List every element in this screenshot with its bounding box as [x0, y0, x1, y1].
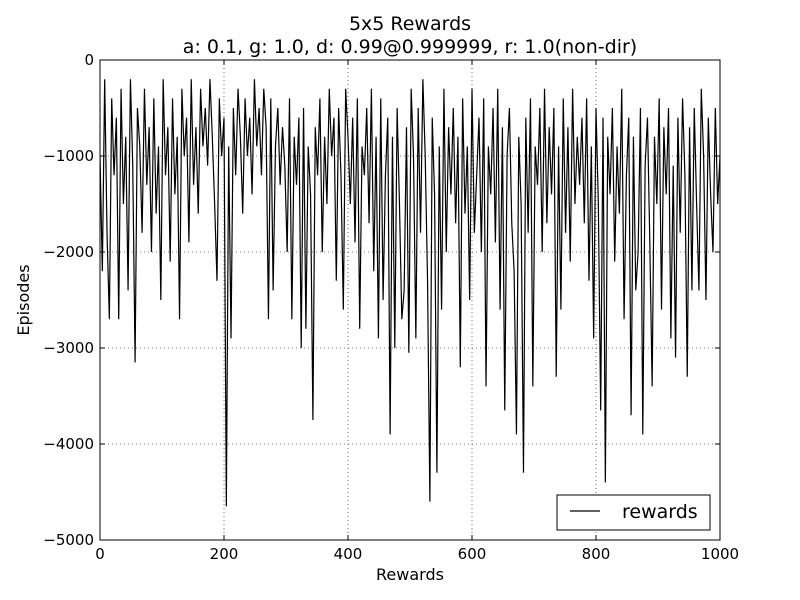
legend-box: [556, 494, 711, 531]
x-tick-label: 0: [95, 545, 105, 563]
legend-label-rewards: rewards: [622, 501, 698, 523]
x-tick-label: 600: [458, 545, 487, 563]
x-axis-label: Rewards: [376, 565, 444, 584]
y-tick-label: 0: [84, 51, 94, 69]
y-axis-label: Episodes: [14, 264, 33, 335]
x-tick-label: 1000: [701, 545, 739, 563]
x-tick-labels: 0 200 400 600 800 1000: [95, 545, 739, 563]
y-tick-label: −5000: [43, 531, 94, 549]
plot-frame: [99, 59, 721, 541]
y-tick-label: −2000: [43, 243, 94, 261]
y-tick-label: −4000: [43, 435, 94, 453]
y-tick-label: −3000: [43, 339, 94, 357]
y-tick-label: −1000: [43, 147, 94, 165]
x-tick-label: 800: [582, 545, 611, 563]
chart-title: 5x5 Rewards: [349, 13, 471, 35]
y-tick-labels: 0 −1000 −2000 −3000 −4000 −5000: [43, 51, 94, 549]
legend: rewards: [556, 494, 711, 531]
plot-area: [100, 79, 720, 507]
chart-subtitle: a: 0.1, g: 1.0, d: 0.99@0.999999, r: 1.0…: [183, 36, 637, 58]
x-tick-label: 200: [210, 545, 239, 563]
series-line-rewards: [100, 79, 720, 507]
x-tick-label: 400: [334, 545, 363, 563]
